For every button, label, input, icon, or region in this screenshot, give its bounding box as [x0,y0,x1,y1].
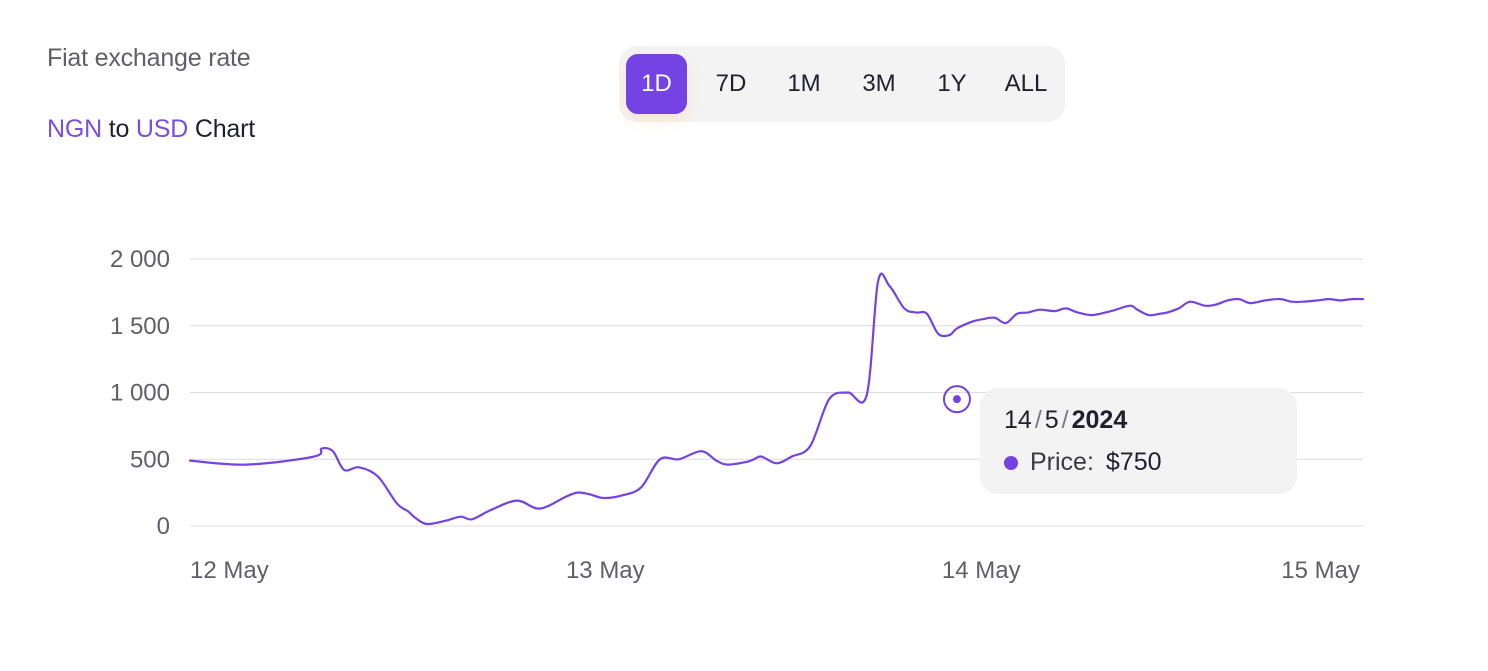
range-1d-button[interactable]: 1D [626,54,687,114]
y-tick-label: 1 000 [110,380,170,407]
range-7d-button[interactable]: 7D [715,70,747,97]
tooltip-date: 14/5/2024 [1004,406,1127,435]
tooltip-day: 14 [1004,406,1032,434]
tooltip-month: 5 [1044,406,1059,434]
time-range-selector: 1D 7D 1M 3M 1Y ALL [619,46,1065,122]
x-tick-label: 15 May [1281,557,1360,584]
tooltip-year: 2024 [1071,406,1128,434]
y-tick-label: 500 [130,446,170,473]
y-tick-label: 2 000 [110,246,170,273]
y-tick-label: 1 500 [110,313,170,340]
highlight-ring [942,385,971,414]
rate-series-line [188,272,1365,526]
tooltip-price-label: Price: [1030,448,1094,476]
base-currency: NGN [47,115,102,143]
range-1m-button[interactable]: 1M [787,70,821,97]
highlight-point[interactable] [952,395,961,404]
y-tick-label: 0 [157,513,170,540]
price-tooltip: 14/5/2024 Price: $750 [980,388,1297,494]
series-dot-icon [1004,455,1018,470]
currency-pair-title: NGN to USD Chart [47,115,255,144]
tooltip-price-value: $750 [1105,448,1162,476]
y-axis-ticks: 0 500 1 000 1 500 2 000 [110,246,170,540]
x-tick-label: 12 May [190,557,269,584]
pair-suffix: Chart [194,115,255,143]
quote-currency: USD [135,115,189,143]
date-separator: / [1034,406,1042,434]
pair-connector: to [108,115,130,143]
range-all-button[interactable]: ALL [1004,70,1048,97]
date-separator: / [1061,406,1069,434]
x-tick-label: 13 May [566,557,645,584]
chart-subtitle: Fiat exchange rate [47,44,251,72]
x-tick-label: 14 May [942,557,1021,584]
range-3m-button[interactable]: 3M [862,70,896,97]
range-1y-button[interactable]: 1Y [937,70,967,97]
x-axis-ticks: 12 May 13 May 14 May 15 May [190,557,1360,584]
tooltip-price-row: Price: $750 [1004,448,1162,477]
